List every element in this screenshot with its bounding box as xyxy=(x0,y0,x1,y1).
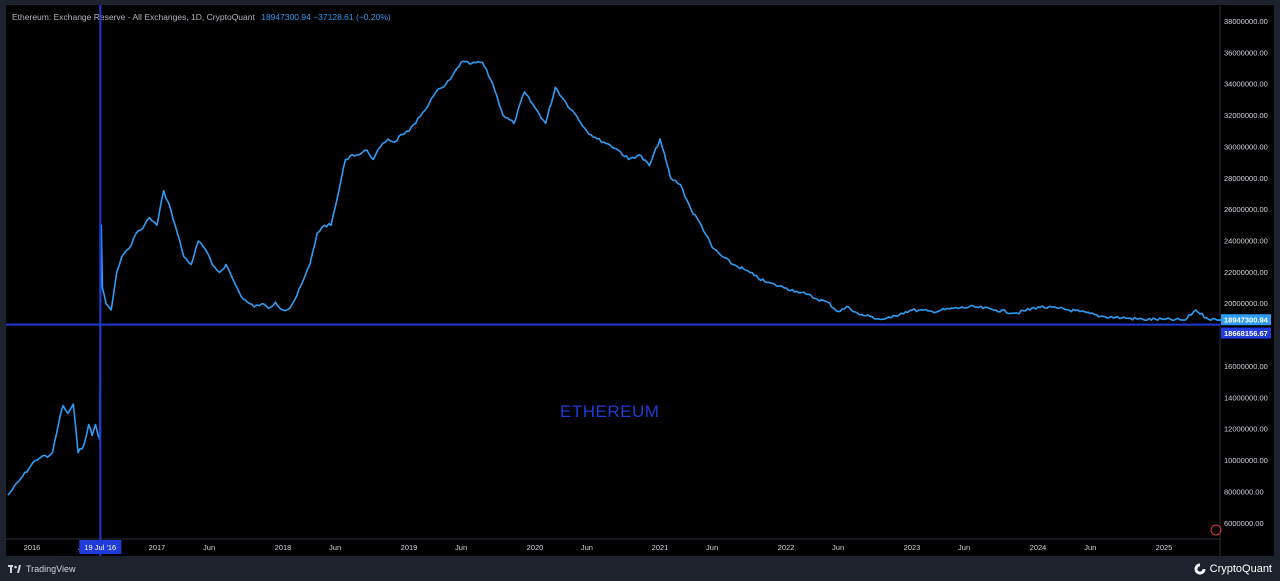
x-tick-label: 2024 xyxy=(1030,543,1047,552)
y-tick-label: 38000000.00 xyxy=(1224,17,1268,26)
y-tick-label: 16000000.00 xyxy=(1224,362,1268,371)
cryptoquant-logo-icon xyxy=(1194,563,1206,575)
y-tick-label: 20000000.00 xyxy=(1224,299,1268,308)
y-tick-label: 34000000.00 xyxy=(1224,80,1268,89)
x-tick-label: Jun xyxy=(203,543,215,552)
y-tick-label: 8000000.00 xyxy=(1224,487,1264,496)
x-tick-label: 2019 xyxy=(401,543,418,552)
crosshair-date-badge xyxy=(79,540,122,554)
alert-clock-icon xyxy=(1210,524,1222,536)
y-tick-label: 32000000.00 xyxy=(1224,111,1268,120)
x-tick-label: 2018 xyxy=(275,543,292,552)
last-value-badge xyxy=(1221,314,1271,326)
crosshair-price-label: 18668156.67 xyxy=(1224,329,1268,338)
x-tick-label: Jun xyxy=(958,543,970,552)
ethereum-watermark: ETHEREUM xyxy=(560,402,660,421)
x-tick-label: 2021 xyxy=(652,543,669,552)
x-tick-label: 2022 xyxy=(778,543,795,552)
y-tick-label: 26000000.00 xyxy=(1224,205,1268,214)
exchange-reserve-series-line xyxy=(7,60,1223,496)
y-tick-label: 6000000.00 xyxy=(1224,519,1264,528)
cryptoquant-label: CryptoQuant xyxy=(1209,563,1272,575)
x-tick-label: 2020 xyxy=(527,543,544,552)
x-tick-label: Jun xyxy=(832,543,844,552)
y-tick-label: 12000000.00 xyxy=(1224,425,1268,434)
y-tick-label: 22000000.00 xyxy=(1224,268,1268,277)
x-tick-label: Jun xyxy=(581,543,593,552)
x-tick-label: Jun xyxy=(329,543,341,552)
chart-current-values: 18947300.94 −37128.61 (−0.20%) xyxy=(261,12,391,22)
x-tick-label: Jun xyxy=(455,543,467,552)
y-tick-label: 14000000.00 xyxy=(1224,393,1268,402)
y-tick-label: 24000000.00 xyxy=(1224,237,1268,246)
cryptoquant-brand[interactable]: CryptoQuant xyxy=(1194,563,1272,575)
x-tick-label: 2016 xyxy=(24,543,41,552)
chart-legend-header: Ethereum: Exchange Reserve - All Exchang… xyxy=(12,12,391,22)
x-tick-label: Jun xyxy=(706,543,718,552)
crosshair-price-badge xyxy=(1221,327,1271,339)
footer-bar: TradingView CryptoQuant xyxy=(0,560,1280,581)
y-tick-label: 10000000.00 xyxy=(1224,456,1268,465)
x-tick-label: 2017 xyxy=(149,543,166,552)
x-tick-label: Jun xyxy=(1084,543,1096,552)
last-value-label: 18947300.94 xyxy=(1224,316,1269,325)
chart-title: Ethereum: Exchange Reserve - All Exchang… xyxy=(12,12,255,22)
y-tick-label: 28000000.00 xyxy=(1224,174,1268,183)
chart-plot-area[interactable] xyxy=(6,5,1220,556)
tradingview-label: TradingView xyxy=(26,564,76,574)
price-axis-panel xyxy=(1220,5,1274,556)
x-tick-label: 2023 xyxy=(904,543,921,552)
x-tick-label: 2025 xyxy=(1156,543,1173,552)
y-tick-label: 30000000.00 xyxy=(1224,142,1268,151)
crosshair-date-label: 19 Jul '16 xyxy=(84,543,116,552)
tradingview-logo-icon xyxy=(8,565,21,573)
y-tick-label: 36000000.00 xyxy=(1224,48,1268,57)
tradingview-brand[interactable]: TradingView xyxy=(8,564,76,574)
